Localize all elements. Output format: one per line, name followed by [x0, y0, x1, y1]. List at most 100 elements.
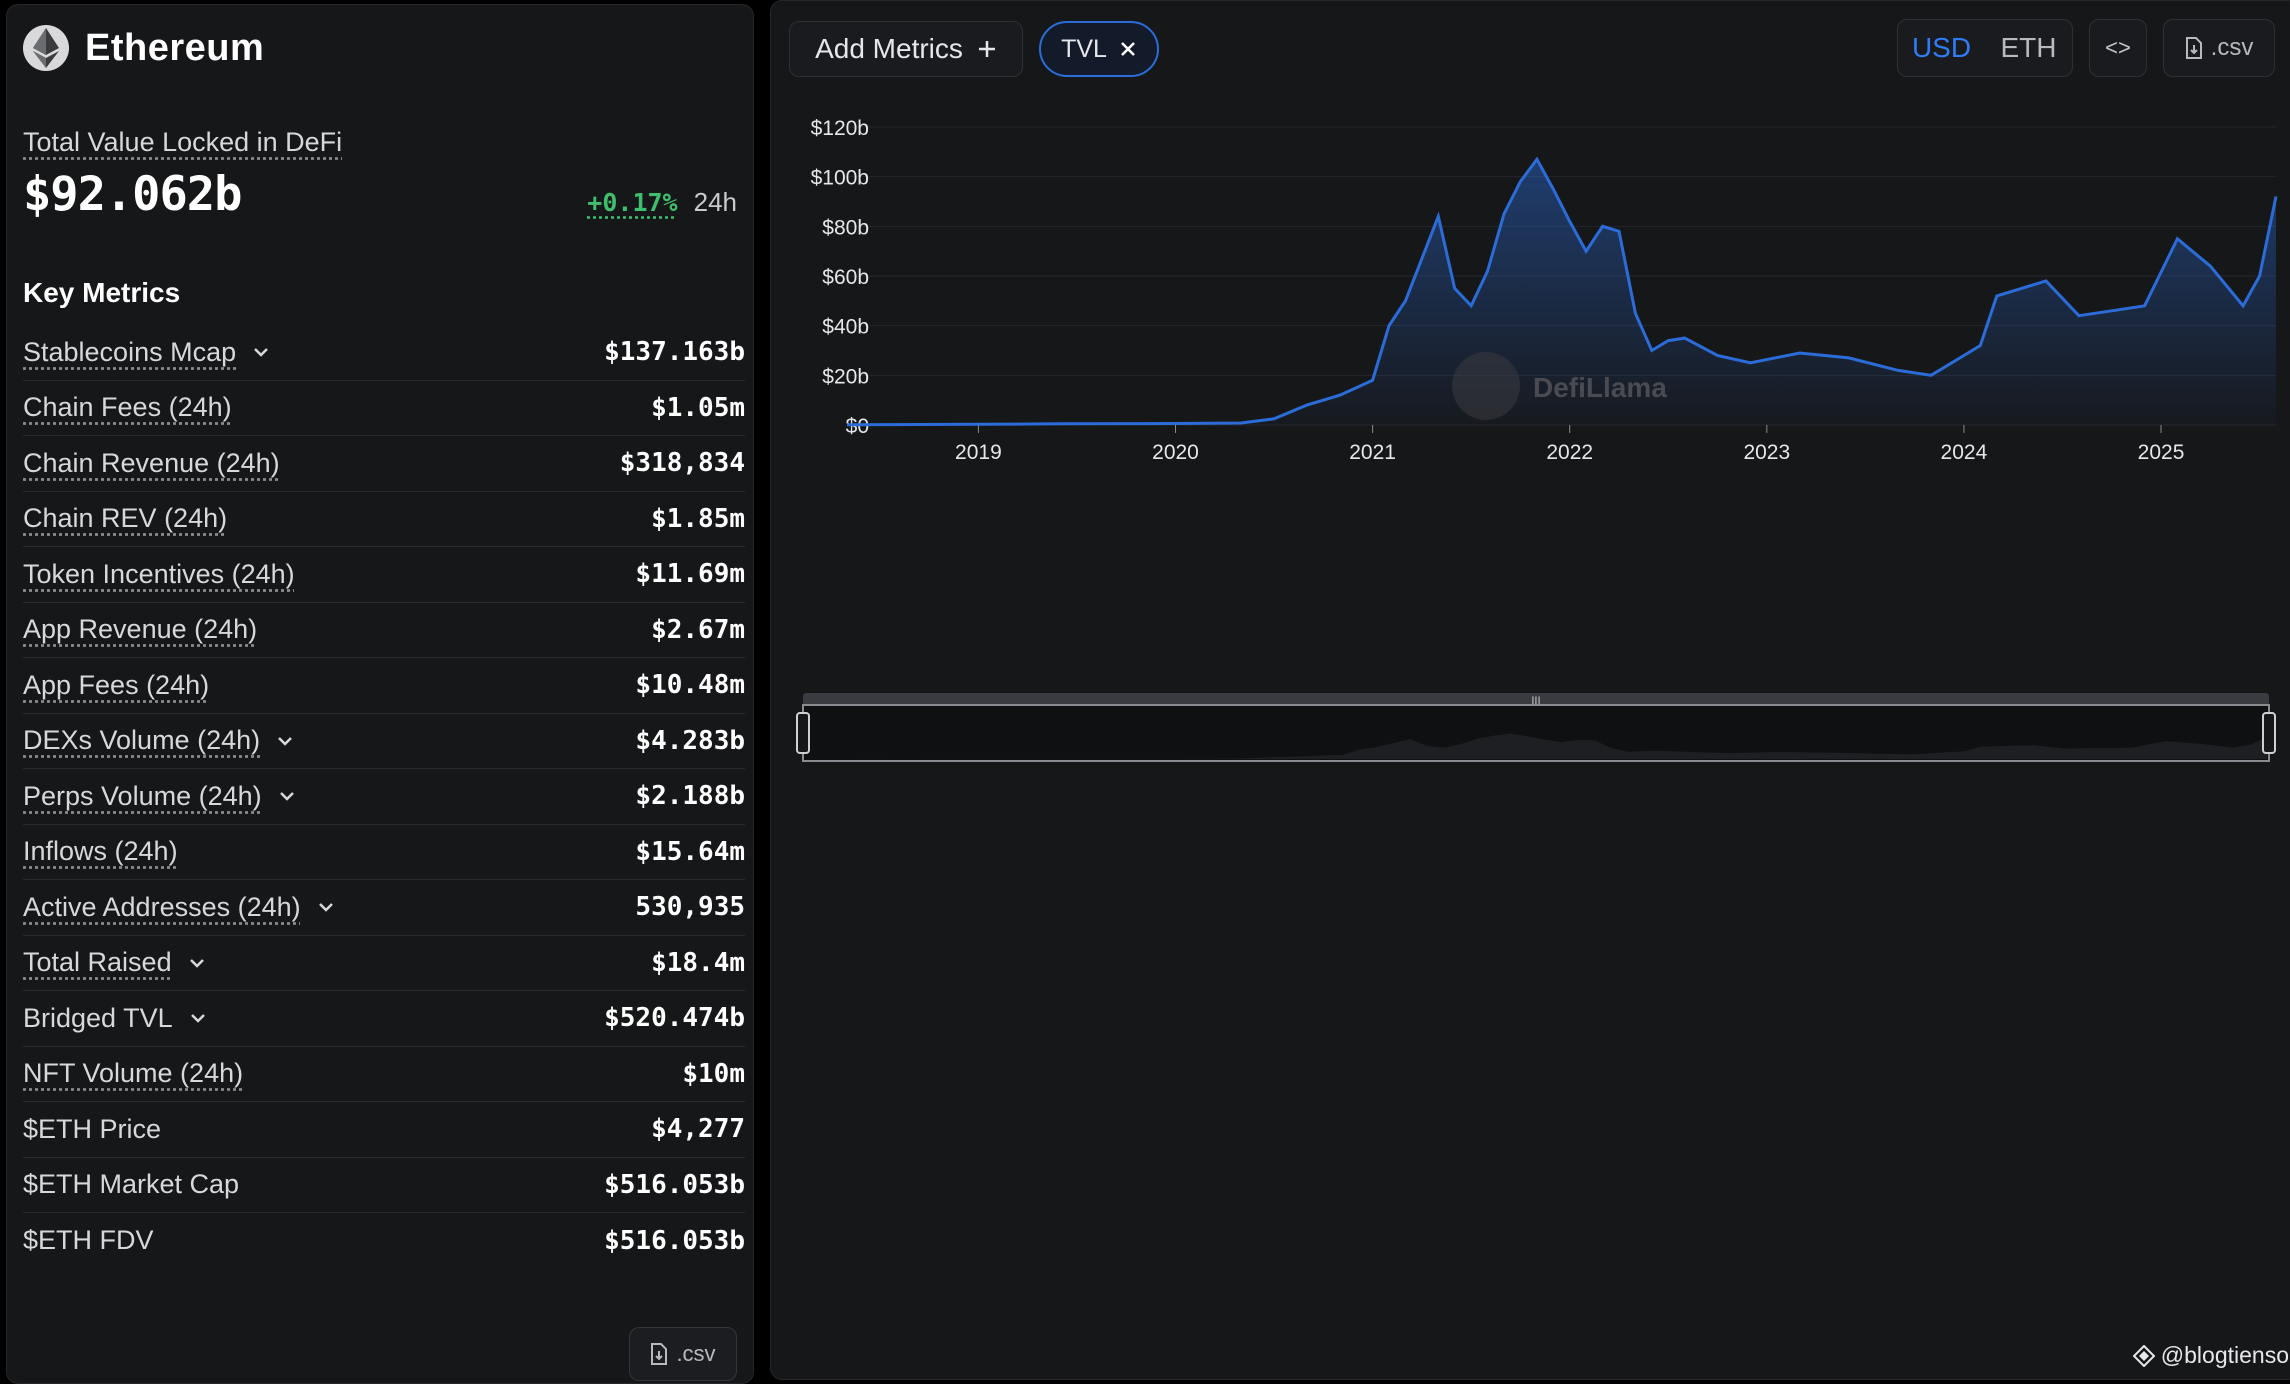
metric-label-group: Total Raised — [23, 947, 208, 978]
metric-row[interactable]: Perps Volume (24h) $2.188b — [23, 769, 745, 825]
metric-row: Chain Revenue (24h) $318,834 — [23, 436, 745, 492]
metric-row[interactable]: Bridged TVL $520.474b — [23, 991, 745, 1047]
range-slider[interactable]: ||| — [796, 693, 2276, 762]
metric-label-group: Token Incentives (24h) — [23, 559, 295, 590]
metric-label: Stablecoins Mcap — [23, 336, 237, 367]
tvl-change-period: 24h — [693, 187, 737, 217]
metric-label-group: Stablecoins Mcap — [23, 337, 272, 368]
metric-value: $516.053b — [604, 1169, 745, 1200]
metric-label: $ETH Market Cap — [23, 1169, 240, 1200]
y-tick-label: $60b — [822, 266, 869, 289]
range-slider-preview — [805, 733, 2267, 759]
metric-label-group: App Revenue (24h) — [23, 614, 257, 645]
metric-row: $ETH Market Cap $516.053b — [23, 1158, 745, 1213]
currency-toggle[interactable]: USD ETH — [1897, 19, 2073, 77]
metric-value: $10m — [682, 1058, 745, 1089]
metric-row: Inflows (24h) $15.64m — [23, 825, 745, 880]
currency-eth-option[interactable]: ETH — [2000, 32, 2057, 63]
chart-csv-button[interactable]: .csv — [2163, 19, 2275, 77]
metric-value: $4.283b — [635, 725, 745, 756]
metric-label-group: DEXs Volume (24h) — [23, 725, 296, 756]
author-watermark-text: @blogtienso — [2160, 1342, 2289, 1368]
diamond-logo-icon — [2132, 1344, 2155, 1367]
metric-value: 530,935 — [635, 892, 745, 923]
metric-label-group: Inflows (24h) — [23, 836, 178, 867]
y-tick-label: $100b — [811, 167, 869, 190]
add-metrics-label: Add Metrics — [815, 33, 963, 64]
range-slider-handle-bar[interactable] — [803, 693, 2269, 707]
key-metrics-csv-button[interactable]: .csv — [629, 1327, 737, 1381]
metric-value: $1.05m — [651, 392, 745, 423]
metric-value: $18.4m — [651, 947, 745, 978]
chevron-down-icon[interactable] — [250, 341, 272, 363]
y-tick-label: $0 — [846, 415, 869, 438]
chevron-down-icon[interactable] — [315, 896, 337, 918]
metric-label: DEXs Volume (24h) — [23, 725, 261, 756]
tvl-pill-label: TVL — [1061, 34, 1107, 63]
metric-row[interactable]: Stablecoins Mcap $137.163b — [23, 325, 745, 381]
metric-label: Total Raised — [23, 947, 172, 978]
tvl-change-percent: +0.17% — [587, 188, 678, 217]
x-tick-label: 2022 — [1546, 441, 1593, 464]
metric-label: Chain Revenue (24h) — [23, 447, 280, 478]
range-slider-left-handle[interactable] — [796, 712, 810, 754]
metric-label: Chain REV (24h) — [23, 503, 228, 534]
metric-label-group: $ETH Price — [23, 1114, 161, 1145]
chevron-down-icon[interactable] — [187, 1007, 209, 1029]
metric-row: Chain Fees (24h) $1.05m — [23, 381, 745, 436]
range-slider-right-handle[interactable] — [2262, 712, 2276, 754]
tvl-metric-pill[interactable]: TVL — [1039, 21, 1159, 77]
metric-row[interactable]: DEXs Volume (24h) $4.283b — [23, 714, 745, 769]
metric-value: $1.85m — [651, 503, 745, 534]
metric-row: $ETH FDV $516.053b — [23, 1213, 745, 1269]
metric-label-group: Chain Revenue (24h) — [23, 448, 280, 479]
metric-value: $11.69m — [635, 559, 745, 590]
metric-row: NFT Volume (24h) $10m — [23, 1047, 745, 1102]
metric-value: $2.67m — [651, 614, 745, 645]
metric-label-group: $ETH Market Cap — [23, 1169, 239, 1200]
file-download-icon — [651, 1343, 668, 1365]
metric-row[interactable]: Active Addresses (24h) 530,935 — [23, 880, 745, 936]
defillama-watermark-text: DefiLlama — [1533, 372, 1667, 403]
y-tick-label: $80b — [822, 216, 869, 239]
tvl-area — [847, 159, 2276, 426]
embed-button[interactable]: <> — [2089, 19, 2147, 77]
metric-label: Token Incentives (24h) — [23, 558, 295, 589]
metric-label: App Fees (24h) — [23, 669, 210, 700]
defillama-watermark: DefiLlama — [1452, 352, 1667, 420]
close-icon[interactable] — [1119, 40, 1137, 58]
chevron-down-icon[interactable] — [274, 730, 296, 752]
currency-usd-option[interactable]: USD — [1911, 32, 1972, 63]
metric-row[interactable]: Total Raised $18.4m — [23, 936, 745, 991]
metric-value: $2.188b — [635, 781, 745, 812]
chevron-down-icon[interactable] — [276, 785, 298, 807]
tvl-line — [846, 156, 2278, 427]
y-tick-label: $20b — [822, 365, 869, 388]
metric-label: $ETH FDV — [23, 1225, 154, 1256]
range-grip-icon[interactable]: ||| — [1531, 694, 1540, 708]
csv-label: .csv — [2210, 34, 2254, 61]
metric-label: Inflows (24h) — [23, 836, 178, 867]
metric-row: Chain REV (24h) $1.85m — [23, 492, 745, 547]
chart-panel: Add Metrics TVL USD ETH <> .csv — [770, 0, 2290, 1380]
tvl-change: +0.17% 24h — [587, 187, 737, 218]
metric-label: Chain Fees (24h) — [23, 392, 232, 423]
tvl-label: Total Value Locked in DeFi — [23, 127, 343, 157]
tvl-value: $92.062b — [23, 167, 242, 222]
metric-value: $15.64m — [635, 836, 745, 867]
metric-label-group: Perps Volume (24h) — [23, 781, 298, 812]
add-metrics-button[interactable]: Add Metrics — [789, 21, 1023, 77]
metric-row: App Revenue (24h) $2.67m — [23, 603, 745, 658]
author-watermark: @blogtienso — [2132, 1342, 2289, 1369]
metric-label-group: NFT Volume (24h) — [23, 1058, 243, 1089]
plus-icon — [978, 41, 995, 57]
chevron-down-icon[interactable] — [186, 952, 208, 974]
metric-value: $10.48m — [635, 670, 745, 701]
chain-overview-panel: Ethereum Total Value Locked in DeFi $92.… — [6, 4, 754, 1384]
metric-label: App Revenue (24h) — [23, 614, 258, 645]
metric-label: NFT Volume (24h) — [23, 1058, 244, 1089]
key-metrics-title: Key Metrics — [23, 277, 181, 308]
y-tick-label: $40b — [822, 316, 869, 339]
metric-value: $516.053b — [604, 1225, 745, 1256]
metric-row: Token Incentives (24h) $11.69m — [23, 547, 745, 603]
